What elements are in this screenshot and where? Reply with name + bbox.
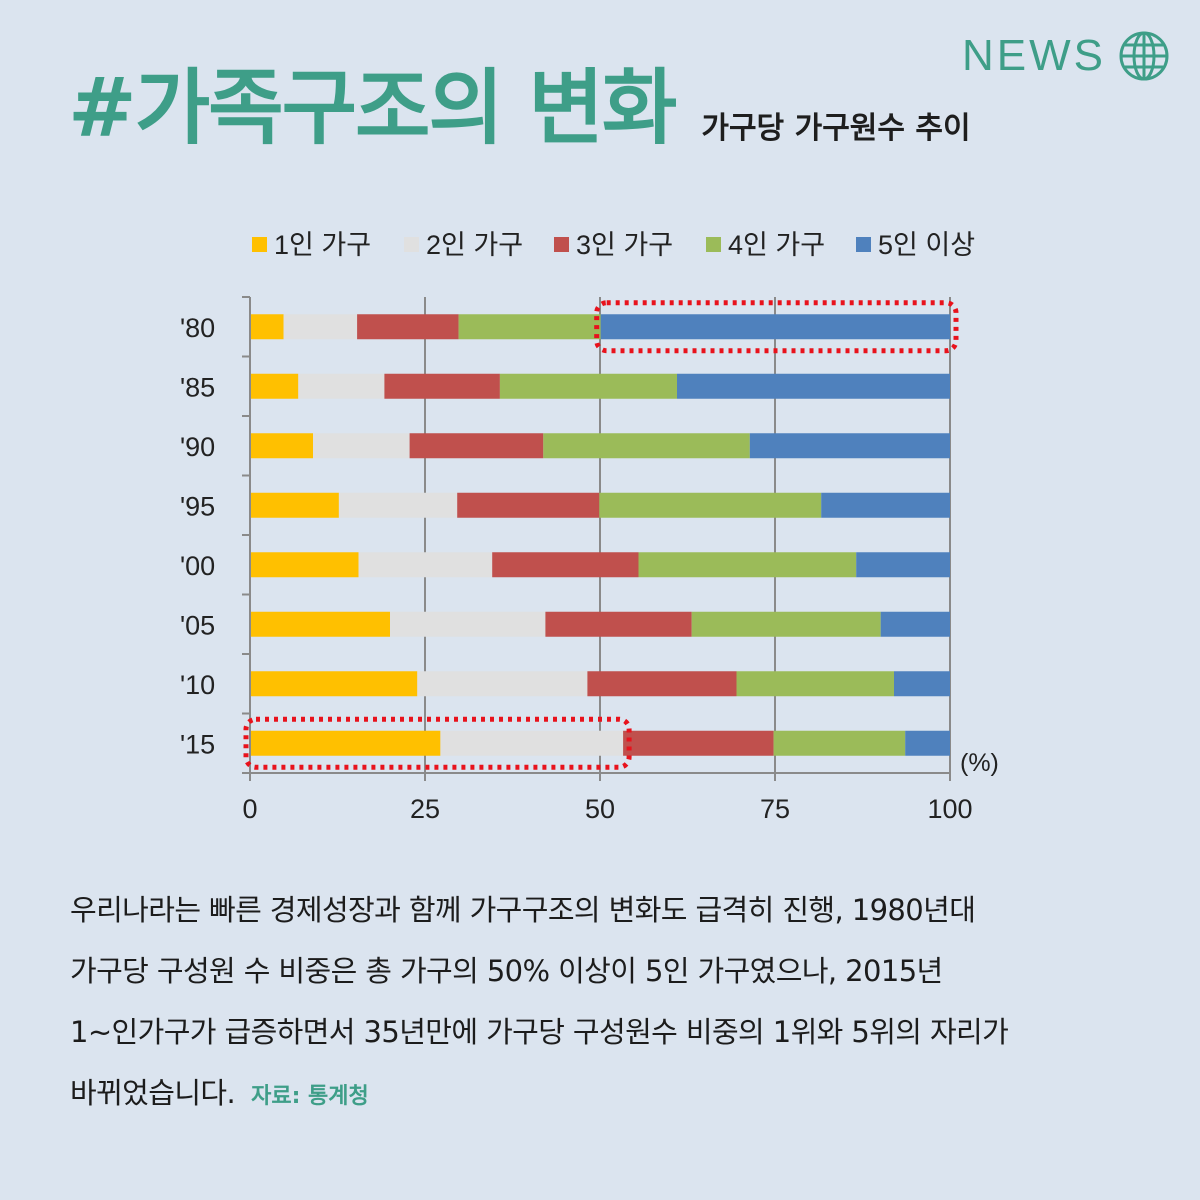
caption: 우리나라는 빠른 경제성장과 함께 가구구조의 변화도 급격히 진행, 1980…: [70, 880, 1140, 1127]
caption-line-4: 바뀌었습니다. 자료: 통계청: [70, 1063, 1140, 1127]
bar-segment: [250, 373, 299, 399]
page-subtitle: 가구당 가구원수 추이: [701, 111, 971, 146]
bar-segment: [773, 730, 906, 756]
x-tick-label: 50: [585, 794, 615, 824]
category-label: '90: [180, 432, 215, 462]
legend-label: 1인 가구: [274, 230, 371, 260]
x-tick-label: 25: [410, 794, 440, 824]
bar-segment: [440, 730, 624, 756]
globe-icon: [1119, 31, 1169, 81]
bar-segment: [250, 730, 441, 756]
bar-segment: [250, 492, 339, 518]
legend-swatch: [252, 237, 267, 252]
bar-segment: [543, 433, 750, 459]
bar-segment: [417, 671, 588, 697]
bar-segment: [736, 671, 894, 697]
category-label: '80: [180, 313, 215, 343]
bar-segment: [298, 373, 385, 399]
bar-segment: [250, 433, 313, 459]
bar-segment: [880, 611, 950, 637]
bar-segment: [499, 373, 677, 399]
legend-label: 3인 가구: [576, 230, 673, 260]
bar-segment: [677, 373, 950, 399]
bar-segment: [409, 433, 544, 459]
source-label: 자료: 통계청: [251, 1084, 369, 1109]
legend-label: 5인 이상: [878, 230, 975, 260]
caption-line-2: 가구당 구성원 수 비중은 총 가구의 50% 이상이 5인 가구였으나, 20…: [70, 954, 943, 988]
bar-segment: [599, 492, 822, 518]
x-tick-label: 75: [760, 794, 790, 824]
bar-segment: [338, 492, 458, 518]
bar-segment: [390, 611, 546, 637]
legend-label: 2인 가구: [426, 230, 523, 260]
legend-swatch: [856, 237, 871, 252]
bar-segment: [357, 314, 459, 340]
bar-segment: [587, 671, 737, 697]
bar-segment: [457, 492, 600, 518]
bar-segment: [458, 314, 601, 340]
bar-segment: [313, 433, 410, 459]
bar-segment: [250, 611, 390, 637]
bar-segment: [492, 552, 639, 578]
bar-segment: [821, 492, 950, 518]
category-label: '85: [180, 372, 215, 402]
x-unit-label: (%): [960, 749, 999, 777]
category-label: '10: [180, 670, 215, 700]
legend-swatch: [404, 237, 419, 252]
title-block: #가족구조의 변화 가구당 가구원수 추이: [68, 68, 971, 150]
page-title: #가족구조의 변화: [68, 61, 677, 156]
x-tick-label: 100: [927, 794, 972, 824]
highlight-box: [594, 300, 959, 354]
bar-segment: [894, 671, 950, 697]
bar-segment: [749, 433, 950, 459]
category-label: '05: [180, 610, 215, 640]
bar-segment: [384, 373, 500, 399]
category-label: '00: [180, 551, 215, 581]
bar-segment: [250, 552, 359, 578]
bar-segment: [545, 611, 692, 637]
news-label: NEWS: [962, 31, 1106, 80]
bar-segment: [638, 552, 857, 578]
bar-segment: [600, 314, 950, 340]
legend-label: 4인 가구: [728, 230, 825, 260]
legend-swatch: [554, 237, 569, 252]
x-tick-label: 0: [242, 794, 257, 824]
bar-segment: [283, 314, 358, 340]
bar-segment: [250, 671, 418, 697]
bar-segment: [358, 552, 493, 578]
bar-segment: [623, 730, 774, 756]
category-label: '15: [180, 729, 215, 759]
category-label: '95: [180, 491, 215, 521]
caption-line-4-text: 바뀌었습니다.: [70, 1076, 236, 1110]
bar-segment: [250, 314, 284, 340]
bar-segment: [691, 611, 881, 637]
stacked-bar-chart: 1인 가구 2인 가구 3인 가구 4인 가구 5인 이상 '80 '85 '90 '95 '00…: [180, 230, 999, 824]
caption-line-3: 1~인가구가 급증하면서 35년만에 가구당 구성원수 비중의 1위와 5위의 …: [70, 1015, 1009, 1049]
bar-segment: [905, 730, 950, 756]
caption-line-1: 우리나라는 빠른 경제성장과 함께 가구구조의 변화도 급격히 진행, 1980…: [70, 893, 976, 927]
news-badge: NEWS: [962, 30, 1170, 82]
bar-segment: [856, 552, 950, 578]
legend-swatch: [706, 237, 721, 252]
highlight-box: [243, 716, 632, 770]
